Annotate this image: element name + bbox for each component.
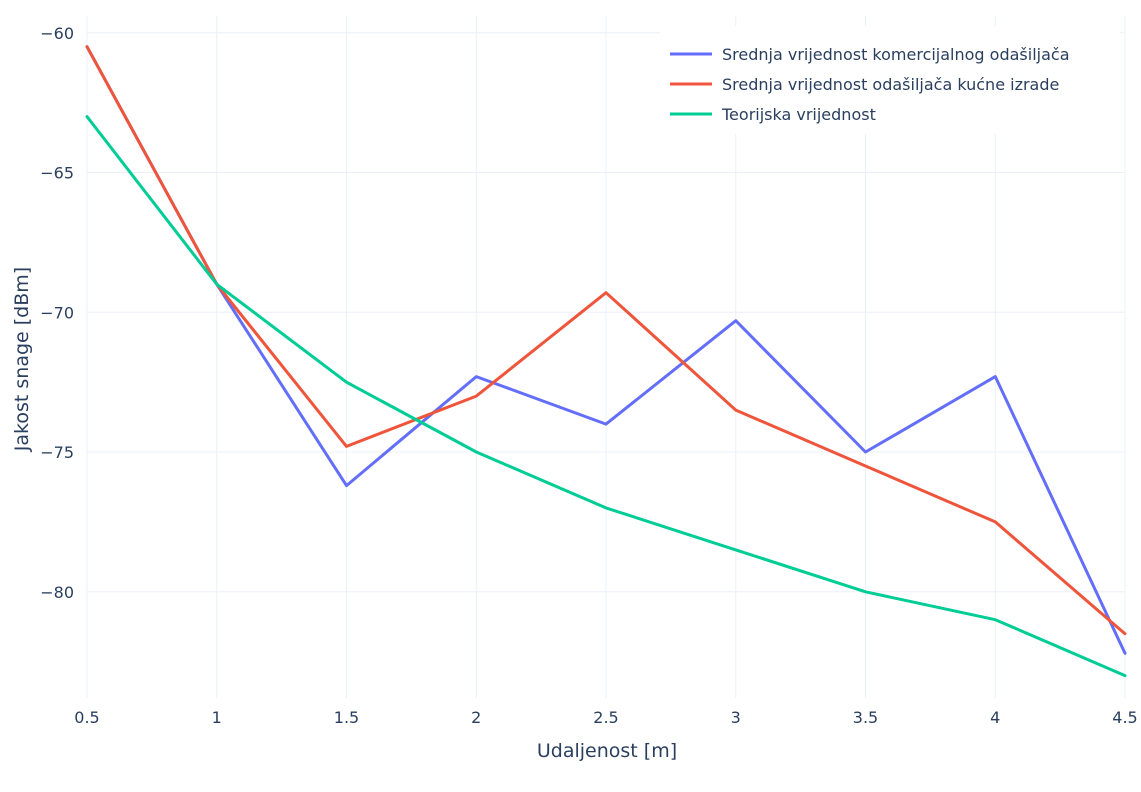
y-tick-label: −75 <box>40 443 74 462</box>
x-tick-label: 2.5 <box>593 708 618 727</box>
x-tick-label: 0.5 <box>74 708 99 727</box>
x-tick-label: 3.5 <box>853 708 878 727</box>
legend-item[interactable]: Srednja vrijednost odašiljača kućne izra… <box>670 75 1059 94</box>
series-line-1 <box>85 45 1127 655</box>
legend[interactable]: Srednja vrijednost komercijalnog odašilj… <box>660 26 1120 134</box>
x-axis-title: Udaljenost [m] <box>537 740 677 762</box>
legend-label: Teorijska vrijednost <box>721 105 876 124</box>
legend-background <box>660 26 1120 134</box>
series-line-3 <box>85 115 1127 678</box>
y-axis-title: Jakost snage [dBm] <box>11 267 33 452</box>
y-tick-label: −60 <box>40 24 74 43</box>
x-tick-label: 1 <box>212 708 222 727</box>
legend-item[interactable]: Teorijska vrijednost <box>670 105 876 124</box>
x-tick-label: 4.5 <box>1112 708 1137 727</box>
legend-item[interactable]: Srednja vrijednost komercijalnog odašilj… <box>670 45 1070 64</box>
x-tick-label: 1.5 <box>334 708 359 727</box>
series-line-2 <box>85 45 1127 636</box>
x-tick-label: 2 <box>471 708 481 727</box>
x-tick-label: 4 <box>990 708 1000 727</box>
x-tick-label: 3 <box>731 708 741 727</box>
y-tick-label: −80 <box>40 583 74 602</box>
legend-label: Srednja vrijednost odašiljača kućne izra… <box>722 75 1059 94</box>
legend-label: Srednja vrijednost komercijalnog odašilj… <box>722 45 1070 64</box>
y-tick-label: −70 <box>40 303 74 322</box>
series-lines <box>85 45 1127 678</box>
x-axis-ticks: 0.5 1 1.5 2 2.5 3 3.5 4 4.5 <box>74 708 1137 727</box>
y-axis-ticks: −60 −65 −70 −75 −80 <box>40 24 74 602</box>
y-tick-label: −65 <box>40 164 74 183</box>
